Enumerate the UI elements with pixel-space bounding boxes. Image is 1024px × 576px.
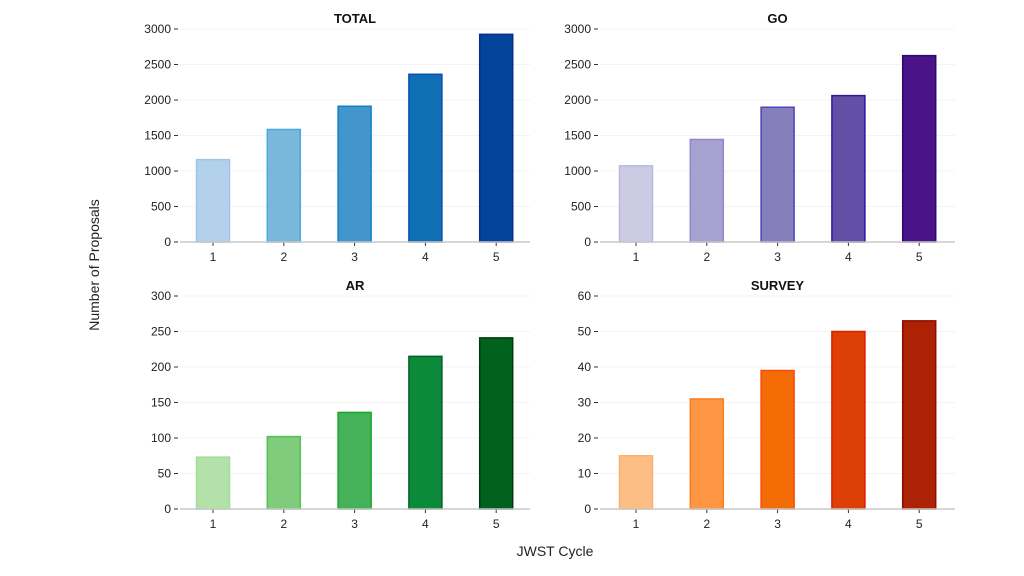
y-tick-label: 200 [151,360,171,374]
bar-cycle-1 [618,165,654,243]
bar-cycle-5 [478,33,514,243]
x-tick-label: 3 [351,250,358,264]
panel-ar: AR 0 50 100 150 200 250 300 1 2 3 4 5 [151,278,530,531]
bar-cycle-5 [478,337,514,510]
x-tick-label: 4 [845,250,852,264]
bar-cycle-2 [266,435,302,510]
x-tick-label: 1 [210,517,217,531]
bar-cycle-1 [195,158,231,243]
panel-title: TOTAL [334,11,376,26]
y-tick-label: 250 [151,325,171,339]
y-tick-label: 0 [164,235,171,249]
x-tick-label: 2 [280,250,287,264]
x-tick-label: 1 [633,517,640,531]
y-tick-label: 2000 [564,93,591,107]
x-tick-label: 4 [422,250,429,264]
x-tick-label: 1 [633,250,640,264]
panel-go: GO 0 500 1000 1500 2000 2500 3000 1 2 3 4 5 [564,11,955,264]
y-tick-label: 3000 [564,22,591,36]
y-tick-label: 300 [151,289,171,303]
y-tick-label: 40 [578,360,592,374]
y-axis-label: Number of Proposals [86,199,102,331]
x-tick-label: 5 [493,517,500,531]
bar-cycle-2 [266,128,302,243]
y-tick-label: 150 [151,396,171,410]
bar-cycle-1 [618,455,654,510]
y-tick-label: 2500 [144,58,171,72]
y-tick-label: 500 [571,200,591,214]
y-tick-label: 0 [584,235,591,249]
y-tick-label: 20 [578,431,592,445]
y-tick-label: 0 [164,502,171,516]
y-tick-label: 30 [578,396,592,410]
y-tick-label: 50 [158,467,172,481]
bar-cycle-4 [408,73,443,243]
x-tick-label: 5 [916,517,923,531]
x-tick-label: 3 [351,517,358,531]
bar-cycle-3 [337,411,372,510]
y-tick-label: 3000 [144,22,171,36]
y-tick-label: 60 [578,289,592,303]
panel-total: TOTAL 0 500 1000 1500 2000 2500 3000 1 2 3 4 5 [144,11,530,264]
bar-cycle-2 [689,138,725,243]
bar-cycle-4 [831,94,866,243]
x-tick-label: 3 [774,250,781,264]
y-tick-label: 1500 [564,129,591,143]
panel-title: SURVEY [751,278,805,293]
x-axis-label: JWST Cycle [517,543,594,559]
y-tick-label: 1000 [144,164,171,178]
x-tick-label: 2 [280,517,287,531]
bar-cycle-4 [408,355,443,510]
x-tick-label: 5 [493,250,500,264]
bar-cycle-4 [831,330,866,510]
bar-cycle-5 [901,320,937,510]
bar-cycle-5 [901,54,937,243]
bar-cycle-3 [760,369,795,510]
panel-survey: SURVEY 0 10 20 30 40 50 60 1 2 3 4 5 [578,278,955,531]
y-tick-label: 100 [151,431,171,445]
x-tick-label: 5 [916,250,923,264]
x-tick-label: 3 [774,517,781,531]
panel-title: AR [346,278,365,293]
y-tick-label: 1000 [564,164,591,178]
y-tick-label: 50 [578,325,592,339]
y-tick-label: 0 [584,502,591,516]
y-tick-label: 2000 [144,93,171,107]
bar-cycle-3 [760,106,795,243]
y-tick-label: 1500 [144,129,171,143]
y-tick-label: 2500 [564,58,591,72]
x-tick-label: 2 [703,250,710,264]
x-tick-label: 4 [845,517,852,531]
bar-cycle-2 [689,398,725,510]
bar-cycle-1 [195,456,231,510]
panel-title: GO [767,11,787,26]
x-tick-label: 2 [703,517,710,531]
x-tick-label: 4 [422,517,429,531]
y-tick-label: 10 [578,467,592,481]
x-tick-label: 1 [210,250,217,264]
bar-cycle-3 [337,105,372,243]
y-tick-label: 500 [151,200,171,214]
